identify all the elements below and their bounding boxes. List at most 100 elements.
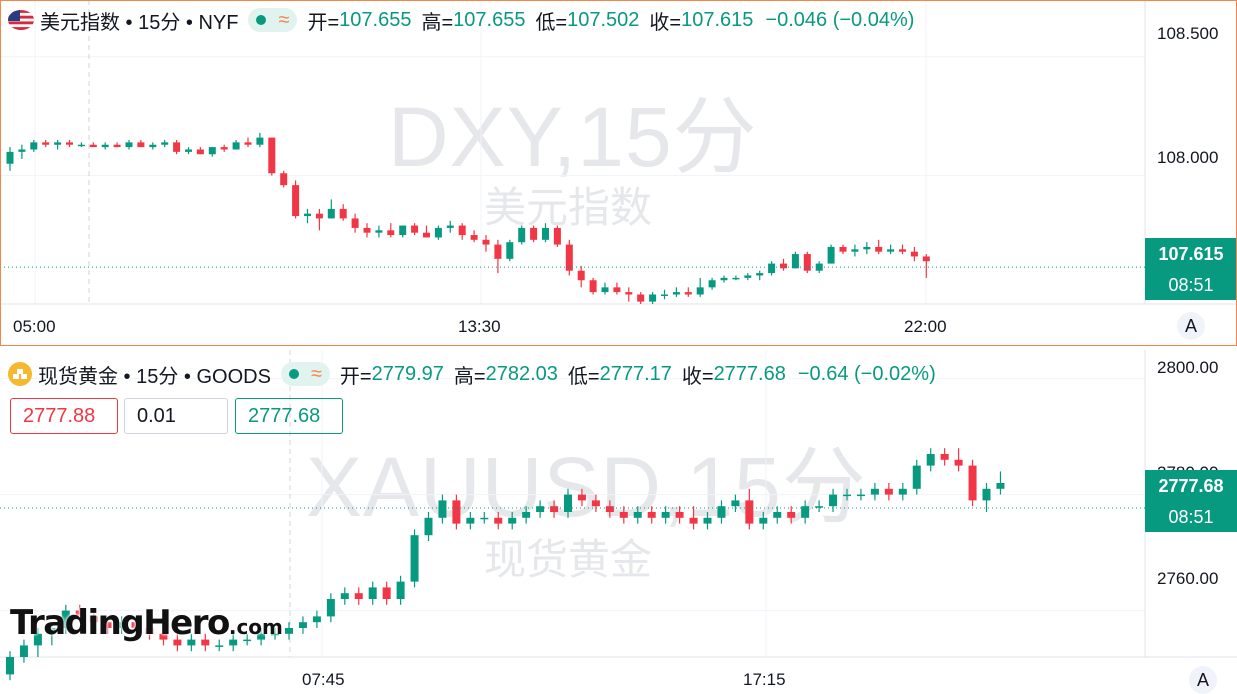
candle-body (244, 142, 252, 145)
candle (827, 244, 835, 264)
gold-watermark-name: 现货黄金 (484, 536, 653, 583)
order-quantity-input[interactable]: 0.01 (124, 398, 228, 434)
candle (196, 147, 204, 155)
candle-body (696, 287, 704, 295)
candle-body (732, 277, 740, 280)
candle (912, 459, 921, 495)
candle-body (815, 263, 823, 271)
candle (625, 287, 633, 302)
candle-body (843, 494, 851, 497)
candle-body (458, 225, 466, 236)
dxy-status-toggle[interactable]: ≈ (248, 8, 298, 32)
candle-body (605, 506, 614, 512)
buy-price-button[interactable]: 2777.68 (235, 398, 343, 434)
dxy-high-label: 高= (421, 11, 454, 34)
dxy-chart-pane[interactable]: DXY,15分 美元指数 美元指数 • 15分 • NYF ≈ 开= 107.65… (0, 0, 1237, 346)
candle (47, 622, 56, 646)
gold-chart-pane[interactable]: XAUUSD,15分 现货黄金 现货黄金 • 15分 • GOODS ≈ 开= 2… (0, 350, 1237, 694)
dxy-candlestick-chart[interactable] (0, 0, 1237, 346)
candle (103, 616, 112, 634)
dxy-watermark-name: 美元指数 (484, 184, 653, 231)
candle-body (482, 239, 490, 245)
candle (843, 488, 851, 501)
candle (875, 239, 883, 255)
candle-body (875, 246, 883, 252)
candle-body (466, 517, 475, 524)
candle (61, 604, 70, 634)
candle (145, 616, 154, 640)
candle (243, 633, 252, 646)
gold-candlestick-chart[interactable] (0, 350, 1237, 687)
candle-body (480, 517, 489, 520)
candle (423, 225, 430, 238)
candle (536, 500, 545, 518)
candle (508, 512, 517, 530)
candle-body (829, 494, 838, 507)
gold-symbol-title[interactable]: 现货黄金 • 15分 • GOODS (38, 365, 271, 388)
gold-bar-icon (8, 362, 32, 386)
candle-body (232, 142, 240, 150)
candle (922, 254, 930, 278)
candle (717, 500, 726, 524)
candle-body (271, 633, 280, 636)
candle (117, 616, 126, 634)
dxy-close-value: 107.615 (681, 8, 754, 31)
time-tick: 07:45 (302, 670, 345, 689)
candle (661, 289, 668, 300)
candle (54, 139, 62, 150)
candle-body (703, 517, 712, 524)
candle-body (131, 622, 140, 628)
gold-legend: 现货黄金 • 15分 • GOODS ≈ 开= 2779.97 高= 2782.03… (8, 361, 936, 388)
candle-body (756, 273, 764, 276)
candle-body (884, 488, 893, 495)
candle-body (173, 639, 182, 646)
gold-open-value: 2779.97 (371, 362, 444, 385)
candle-body (285, 628, 293, 634)
candle-body (550, 506, 559, 512)
candle-body (368, 587, 377, 599)
gold-low-label: 低= (567, 365, 600, 388)
candle-body (536, 506, 545, 512)
candle-body (506, 242, 514, 259)
candle (187, 633, 196, 652)
dxy-symbol-title[interactable]: 美元指数 • 15分 • NYF (40, 11, 239, 34)
gold-price-tick: 2800.00 (1157, 358, 1219, 377)
candle-body (996, 483, 1005, 489)
time-tick: 17:15 (743, 670, 786, 689)
candle-body (77, 144, 85, 147)
candle-body (298, 622, 307, 628)
candle (759, 512, 768, 530)
gold-status-toggle[interactable]: ≈ (280, 362, 330, 386)
candle (684, 287, 692, 297)
candle-body (196, 149, 204, 155)
candle (18, 144, 26, 159)
candle-body (649, 294, 657, 302)
candle (42, 139, 50, 148)
candle (375, 225, 383, 238)
candle-body (243, 639, 252, 642)
sell-price-button[interactable]: 2777.88 (10, 398, 118, 434)
candle-body (522, 512, 531, 518)
candle-body (619, 512, 628, 518)
candle (244, 137, 252, 148)
dxy-high-value: 107.655 (453, 8, 526, 31)
candle (424, 512, 433, 541)
auto-scale-button[interactable]: A (1177, 312, 1205, 340)
candle (285, 622, 293, 640)
candle-body (375, 230, 383, 233)
candle-body (18, 149, 26, 152)
auto-scale-button[interactable]: A (1189, 666, 1217, 694)
candle (856, 488, 865, 501)
candle-body (912, 465, 921, 489)
candle (744, 273, 752, 281)
candle-body (173, 142, 181, 152)
candle-body (720, 277, 728, 281)
candle-body (201, 639, 210, 646)
candle-body (494, 244, 502, 259)
candle-body (577, 494, 586, 501)
candle (703, 512, 712, 530)
candle-body (647, 512, 656, 518)
candle (185, 147, 192, 155)
candle (815, 500, 824, 512)
candle (577, 265, 585, 288)
